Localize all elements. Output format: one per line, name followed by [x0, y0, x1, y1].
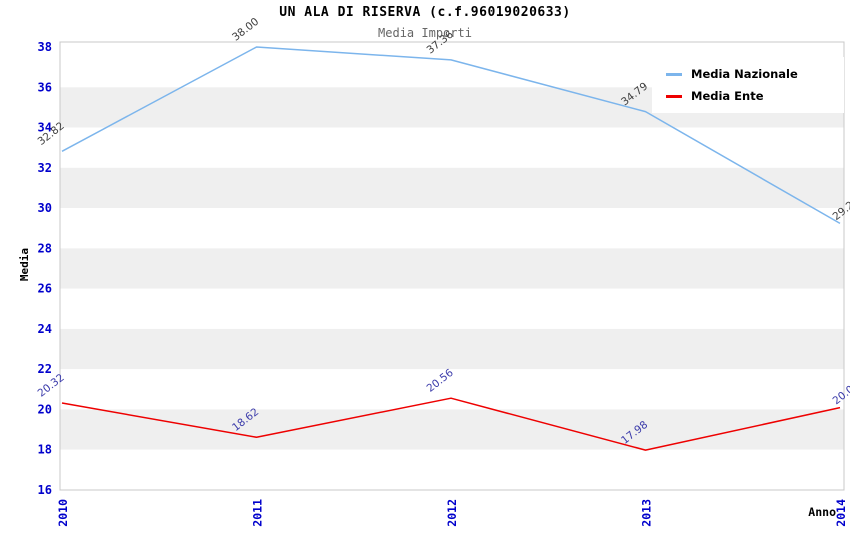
y-tick-label: 28 [38, 241, 52, 255]
y-tick-label: 26 [38, 282, 52, 296]
grid-band [60, 328, 844, 370]
legend-item-media-ente[interactable]: Media Ente [666, 85, 834, 107]
y-tick-label: 22 [38, 362, 52, 376]
y-tick-label: 34 [38, 121, 52, 135]
legend-label: Media Nazionale [691, 67, 798, 81]
y-tick-label: 32 [38, 161, 52, 175]
y-tick-label: 16 [38, 483, 52, 497]
legend-item-media-nazionale[interactable]: Media Nazionale [666, 63, 834, 85]
grid-band [60, 369, 844, 410]
grid-band [60, 449, 844, 490]
x-tick-label: 2014 [834, 499, 848, 527]
chart-subtitle: Media Importi [378, 26, 472, 40]
legend-swatch-blue-line-icon [666, 72, 682, 76]
x-axis-title: Anno [808, 505, 836, 519]
x-tick-label: 2012 [445, 499, 459, 527]
x-tick-label: 2011 [251, 499, 265, 527]
grid-band [60, 167, 844, 209]
chart-title: UN ALA DI RISERVA (c.f.96019020633) [279, 5, 571, 20]
grid-band [60, 409, 844, 450]
x-tick-label: 2010 [56, 499, 70, 527]
grid-band [60, 127, 844, 168]
y-tick-label: 24 [38, 322, 52, 336]
x-tick-label: 2013 [640, 499, 654, 527]
y-tick-label: 36 [38, 80, 52, 94]
grid-band [60, 208, 844, 249]
plot-border [59, 41, 845, 491]
y-tick-label: 18 [38, 443, 52, 457]
y-axis-title: Media [18, 247, 32, 282]
y-tick-label: 30 [38, 201, 52, 215]
legend-swatch-red-line-icon [666, 94, 682, 98]
y-tick-label: 20 [38, 402, 52, 416]
series-line-media-nazionale [61, 46, 841, 225]
chart-legend: Media Nazionale Media Ente [652, 57, 844, 113]
series-line-media-ente [61, 397, 841, 451]
grid-band [60, 288, 844, 329]
grid-band [60, 248, 844, 289]
y-tick-label: 38 [38, 40, 52, 54]
legend-label: Media Ente [691, 89, 764, 103]
